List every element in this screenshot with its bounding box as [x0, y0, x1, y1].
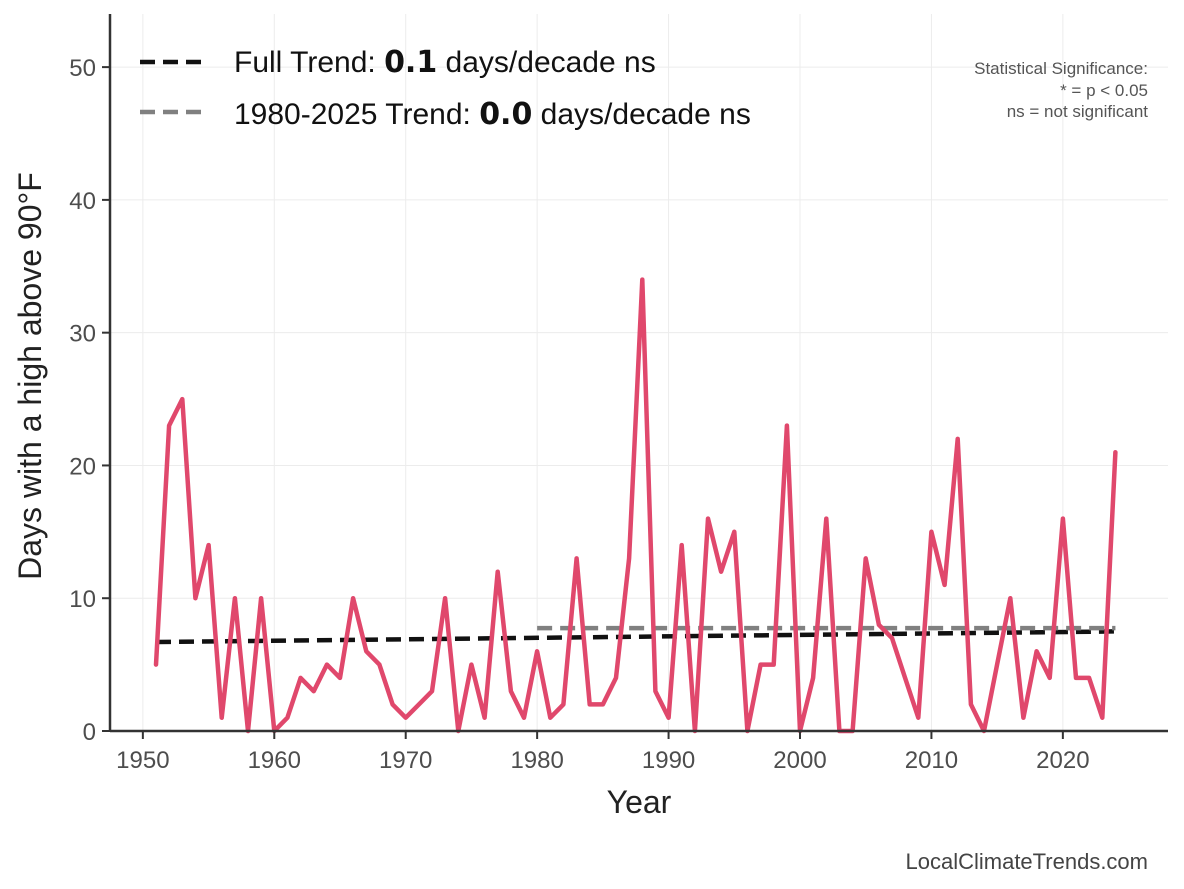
x-tick-label: 1960	[248, 747, 301, 774]
x-axis-title: Year	[607, 784, 672, 820]
x-tick-label: 1970	[379, 747, 432, 774]
significance-note-title: Statistical Significance:	[974, 59, 1148, 78]
y-tick-label: 10	[69, 586, 96, 613]
legend-label-full-trend: Full Trend: 0.1 days/decade ns	[234, 45, 656, 80]
x-tick-label: 1990	[642, 747, 695, 774]
x-tick-label: 2000	[773, 747, 826, 774]
y-tick-label: 30	[69, 321, 96, 348]
significance-note: Statistical Significance: * = p < 0.05 n…	[974, 59, 1148, 121]
trend-line-full	[155, 629, 1116, 645]
y-tick-label: 40	[69, 188, 96, 215]
significance-note-ns: ns = not significant	[1007, 102, 1149, 121]
y-axis-title: Days with a high above 90°F	[12, 172, 48, 580]
significance-note-star: * = p < 0.05	[1060, 81, 1148, 100]
trend-lines	[155, 625, 1116, 645]
legend: Full Trend: 0.1 days/decade ns 1980-2025…	[140, 45, 751, 132]
data-series	[153, 277, 1118, 734]
tick-labels: 1950 1960 1970 1980 1990 2000 2010 2020 0 10 20 30 4…	[69, 55, 1089, 774]
axes	[108, 14, 1168, 733]
grid	[110, 14, 1168, 732]
x-tick-label: 2010	[905, 747, 958, 774]
x-tick-label: 1980	[510, 747, 563, 774]
credit-text: LocalClimateTrends.com	[906, 849, 1149, 874]
y-tick-label: 0	[83, 719, 96, 746]
x-tick-label: 1950	[116, 747, 169, 774]
series-line-0	[153, 277, 1118, 734]
x-tick-label: 2020	[1036, 747, 1089, 774]
legend-label-recent-trend: 1980-2025 Trend: 0.0 days/decade ns	[234, 97, 751, 132]
y-tick-label: 50	[69, 55, 96, 82]
y-tick-label: 20	[69, 453, 96, 480]
